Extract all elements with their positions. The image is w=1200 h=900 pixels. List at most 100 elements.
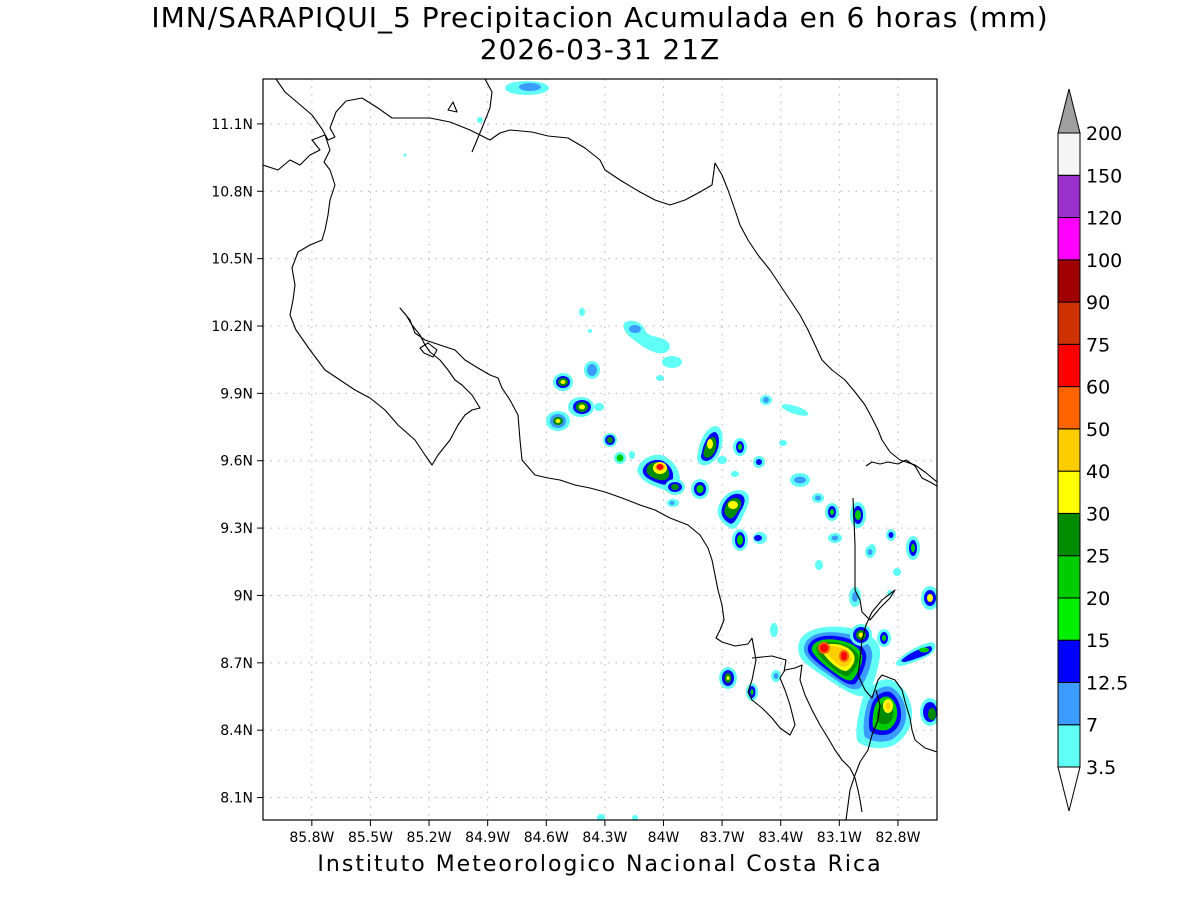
precip-cell [584, 361, 600, 379]
colorbar-swatch [1057, 724, 1081, 768]
precip-cell [553, 373, 573, 391]
colorbar-swatch [1057, 470, 1081, 514]
caribbean-coast [727, 189, 937, 483]
x-tick-label: 85.8W [289, 830, 334, 846]
y-tick-label: 9.9N [220, 386, 253, 402]
map-grid [263, 79, 937, 820]
colorbar-label: 75 [1086, 334, 1110, 356]
y-tick-label: 8.1N [220, 791, 253, 807]
panama-border [865, 459, 937, 487]
pacific-coast-nw [263, 134, 753, 647]
nicoya-island [419, 342, 438, 358]
precip-cell [850, 502, 866, 528]
nicaragua-coast-top [471, 79, 493, 153]
colorbar-swatch [1057, 681, 1081, 726]
precip-cell [731, 471, 739, 477]
map-subtitle: 2026-03-31 21Z [479, 33, 721, 66]
colorbar-swatch [1057, 597, 1081, 641]
precip-cell [667, 499, 679, 507]
colorbar-swatch [1057, 386, 1081, 430]
colorbar-label: 20 [1086, 588, 1110, 610]
y-tick-label: 10.8N [211, 184, 253, 200]
precip-cell [770, 623, 778, 637]
map-axes: 85.8W 85.5W 85.2W 84.9W 84.6W 84.3W 84W 83.7W 83… [211, 117, 920, 846]
colorbar-swatch [1057, 174, 1081, 219]
golfo-dulce [751, 655, 787, 673]
precip-cell [662, 356, 682, 368]
y-tick-label: 9N [234, 588, 253, 604]
colorbar-swatch [1057, 301, 1081, 345]
precip-cell [812, 493, 824, 503]
precip-cell [579, 308, 585, 316]
precip-cell [733, 438, 747, 456]
precip-cell [781, 404, 809, 416]
precip-cell [588, 329, 592, 333]
colorbar-swatch [1057, 343, 1081, 388]
coastlines-and-borders [263, 79, 937, 820]
osa-peninsula [747, 637, 863, 813]
colorbar-swatch [1057, 132, 1081, 176]
precip-cell [877, 629, 891, 647]
lake-island [447, 101, 458, 113]
precip-cell [594, 403, 604, 411]
precip-cell [665, 479, 685, 495]
x-tick-label: 85.5W [348, 830, 393, 846]
precip-cell [717, 489, 750, 529]
y-tick-label: 8.4N [220, 723, 253, 739]
y-tick-label: 8.7N [220, 656, 253, 672]
precip-cell [691, 479, 709, 499]
map-title: IMN/SARAPIQUI_5 Precipitacion Acumulada … [151, 1, 1049, 34]
precip-cell [403, 153, 407, 157]
panama-coast-east [845, 689, 881, 820]
precip-cell [921, 586, 937, 610]
precip-cell [597, 814, 605, 820]
precip-cell [753, 532, 767, 544]
precip-cell [629, 451, 635, 459]
precip-cell [895, 642, 936, 666]
colorbar-swatch [1057, 259, 1081, 303]
precip-cell [893, 568, 901, 576]
nicaragua-border [275, 79, 729, 206]
precip-cell [852, 592, 858, 602]
x-tick-label: 82.8W [875, 830, 920, 846]
precip-cell [719, 667, 737, 689]
colorbar: 3.5 7 12.5 15 20 25 30 40 50 60 75 90 100 120 150 200 [1057, 88, 1128, 812]
colorbar-label: 40 [1086, 461, 1110, 483]
precip-cell [920, 698, 937, 726]
colorbar-label: 60 [1086, 377, 1110, 399]
precip-cell [779, 440, 787, 446]
precip-cell [477, 117, 483, 123]
colorbar-low-triangle [1057, 766, 1081, 812]
precip-cell [717, 456, 727, 464]
colorbar-label: 30 [1086, 503, 1110, 525]
y-tick-label: 10.5N [211, 252, 253, 268]
y-tick-label: 11.1N [211, 117, 253, 133]
precip-cell [505, 81, 549, 95]
plot-frame [262, 78, 938, 821]
colorbar-label: 12.5 [1086, 672, 1128, 694]
colorbar-label: 100 [1086, 250, 1122, 272]
colorbar-label: 25 [1086, 546, 1110, 568]
x-tick-label: 83.1W [817, 830, 862, 846]
precip-cell [623, 320, 670, 354]
precip-cell [697, 426, 723, 466]
precip-cell [828, 533, 842, 543]
precip-cell [790, 473, 810, 487]
y-tick-label: 10.2N [211, 319, 253, 335]
footer-credit: Instituto Meteorologico Nacional Costa R… [317, 852, 883, 877]
precip-cell [632, 815, 638, 820]
colorbar-label: 50 [1086, 419, 1110, 441]
x-tick-label: 84.6W [524, 830, 569, 846]
x-tick-label: 84.3W [582, 830, 627, 846]
x-tick-label: 84.9W [465, 830, 510, 846]
precip-cell [546, 411, 570, 431]
colorbar-label: 15 [1086, 630, 1110, 652]
precip-cell [656, 375, 664, 381]
precip-cell [865, 546, 875, 558]
x-tick-label: 83.4W [758, 830, 803, 846]
x-tick-label: 85.2W [407, 830, 452, 846]
y-tick-label: 9.3N [220, 521, 253, 537]
x-tick-label: 84W [648, 830, 680, 846]
precipitation-field [403, 81, 937, 820]
colorbar-swatch [1057, 217, 1081, 261]
